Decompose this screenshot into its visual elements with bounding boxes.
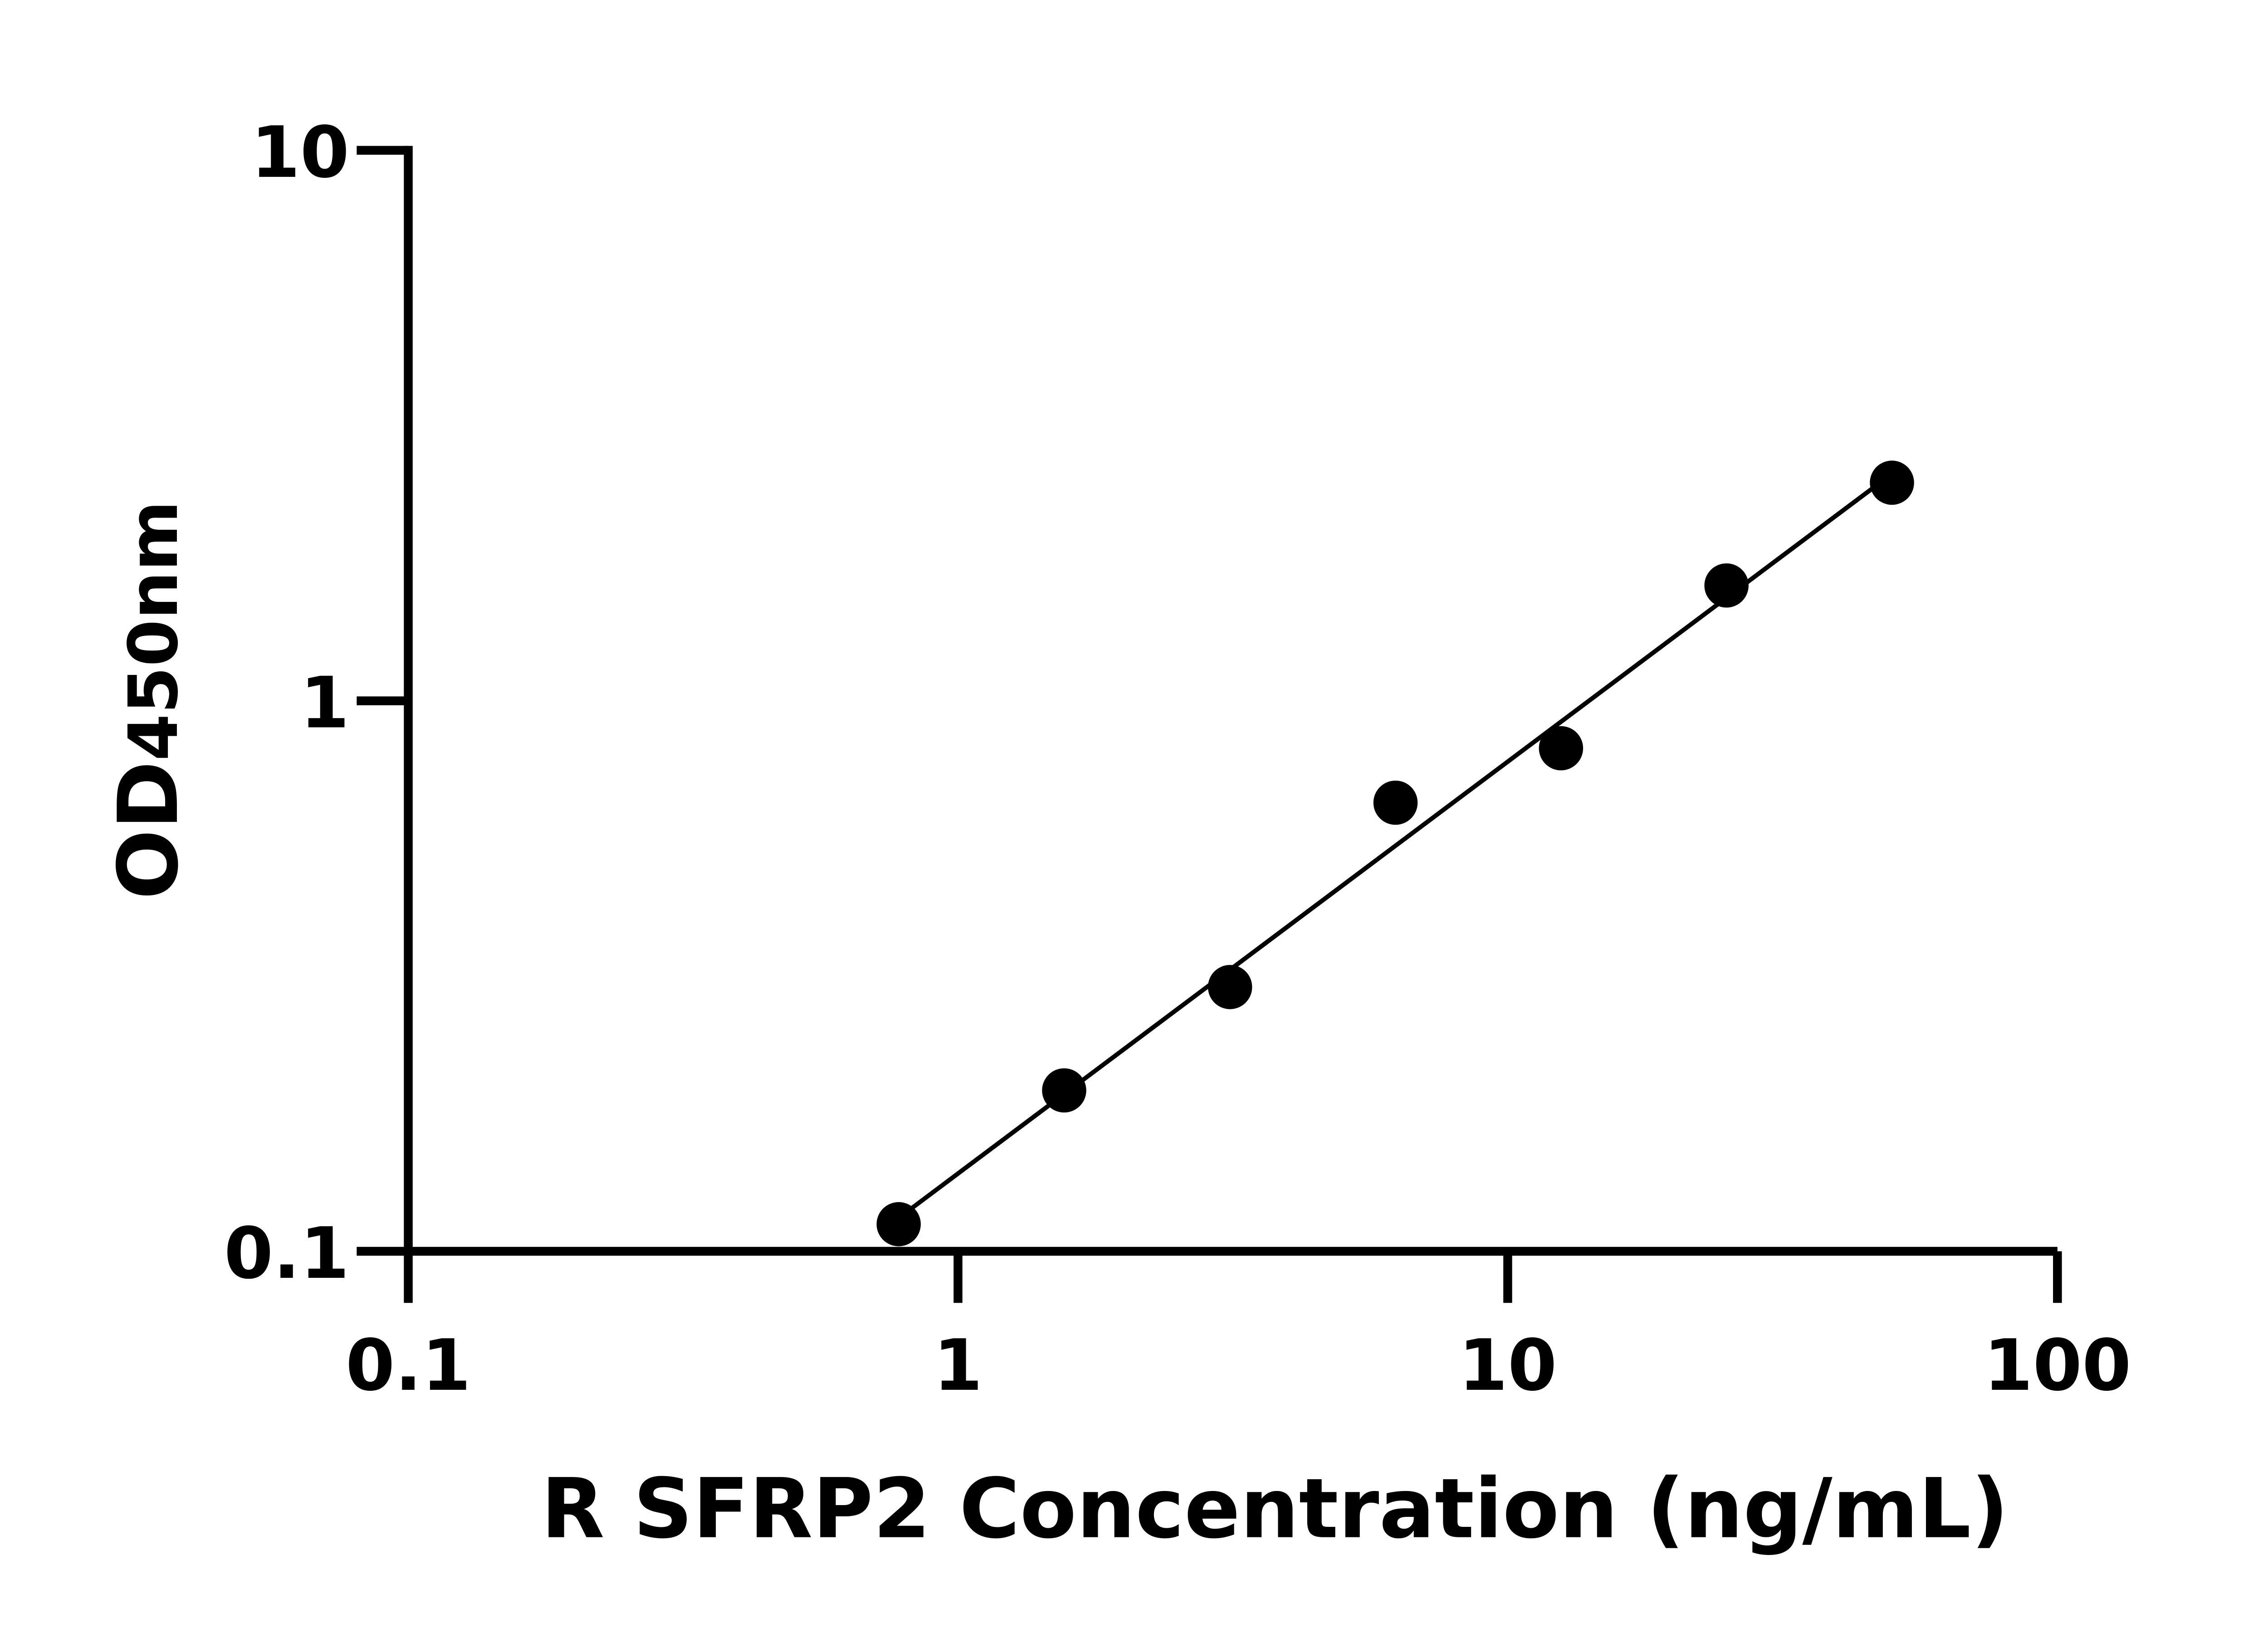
data-point: [1207, 965, 1252, 1009]
y-axis-label-sub: 450nm: [114, 500, 193, 761]
data-points: [876, 460, 1914, 1247]
data-point: [1704, 563, 1749, 608]
x-tick-label: 100: [1984, 1324, 2131, 1407]
axes: 0.1 1 10 100 0.1 1 10: [224, 111, 2131, 1407]
data-point: [1870, 460, 1914, 505]
x-tick-label: 10: [1458, 1324, 1557, 1407]
x-tick-label: 0.1: [346, 1324, 471, 1407]
x-tick-label: 1: [934, 1324, 983, 1407]
y-axis-label-main: OD: [100, 761, 196, 900]
y-tick-label: 10: [251, 111, 349, 194]
y-tick-label: 1: [300, 661, 350, 744]
x-axis-label: R SFRP2 Concentration (ng/mL): [541, 1461, 2009, 1557]
y-axis-label: OD450nm: [100, 500, 196, 900]
data-point: [1373, 780, 1418, 825]
data-point: [1042, 1068, 1086, 1113]
y-tick-label: 0.1: [224, 1212, 349, 1295]
data-point: [876, 1202, 921, 1247]
data-point: [1539, 726, 1584, 771]
